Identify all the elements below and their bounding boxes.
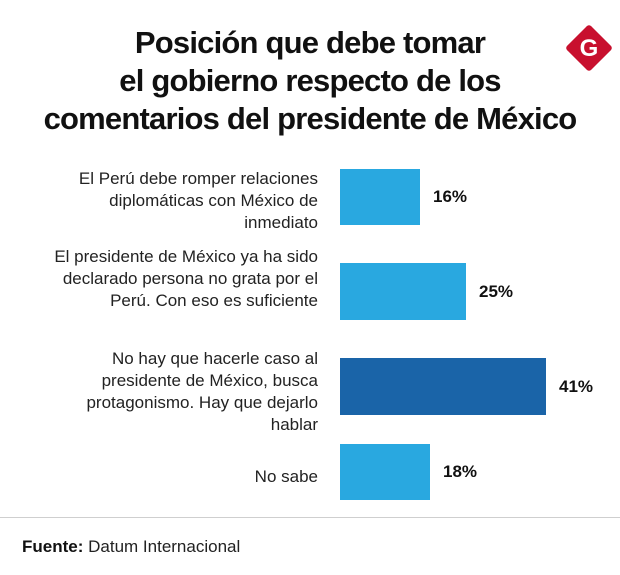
title-line: comentarios del presidente de México	[43, 101, 578, 136]
category-label: El Perú debe romper relaciones diplomátic…	[20, 168, 318, 234]
title-line: Posición que debe tomar	[134, 25, 486, 60]
chart-title: Posición que debe tomar el gobierno resp…	[0, 24, 620, 138]
gestion-logo-icon: G	[566, 25, 612, 71]
category-label: El presidente de México ya ha sido declar…	[20, 246, 318, 312]
category-label-line: declarado persona no grata por el	[62, 269, 318, 288]
category-label-line: hablar	[270, 415, 318, 434]
bar	[340, 263, 466, 320]
bar	[340, 444, 430, 500]
category-label-line: El presidente de México ya ha sido	[54, 247, 318, 266]
value-label: 25%	[479, 281, 514, 301]
logo-letter: G	[580, 35, 599, 62]
source-text: Datum Internacional	[88, 537, 241, 556]
category-label-line: diplomáticas con México de	[109, 191, 318, 210]
category-label-line: presidente de México, busca	[101, 371, 318, 390]
bar	[340, 358, 546, 415]
value-label: 16%	[433, 187, 468, 206]
footer-divider	[0, 517, 620, 518]
category-label-line: El Perú debe romper relaciones	[78, 169, 318, 188]
category-label: No hay que hacerle caso al presidente de …	[20, 348, 318, 436]
logo-diamond	[566, 25, 612, 71]
bar	[340, 169, 420, 225]
category-label-line: protagonismo. Hay que dejarlo	[86, 393, 318, 412]
category-label-line: Perú. Con eso es suficiente	[110, 291, 318, 310]
value-label: 41%	[559, 376, 594, 396]
category-label: No sabe	[20, 466, 318, 488]
category-label-line: inmediato	[244, 213, 318, 232]
source-label: Fuente:	[22, 537, 84, 556]
category-label-line: No hay que hacerle caso al	[111, 349, 318, 368]
source-note: Fuente: Datum Internacional	[22, 537, 240, 557]
category-label-line: No sabe	[254, 467, 318, 486]
title-line: el gobierno respecto de los	[119, 63, 501, 98]
value-label: 18%	[443, 462, 478, 481]
